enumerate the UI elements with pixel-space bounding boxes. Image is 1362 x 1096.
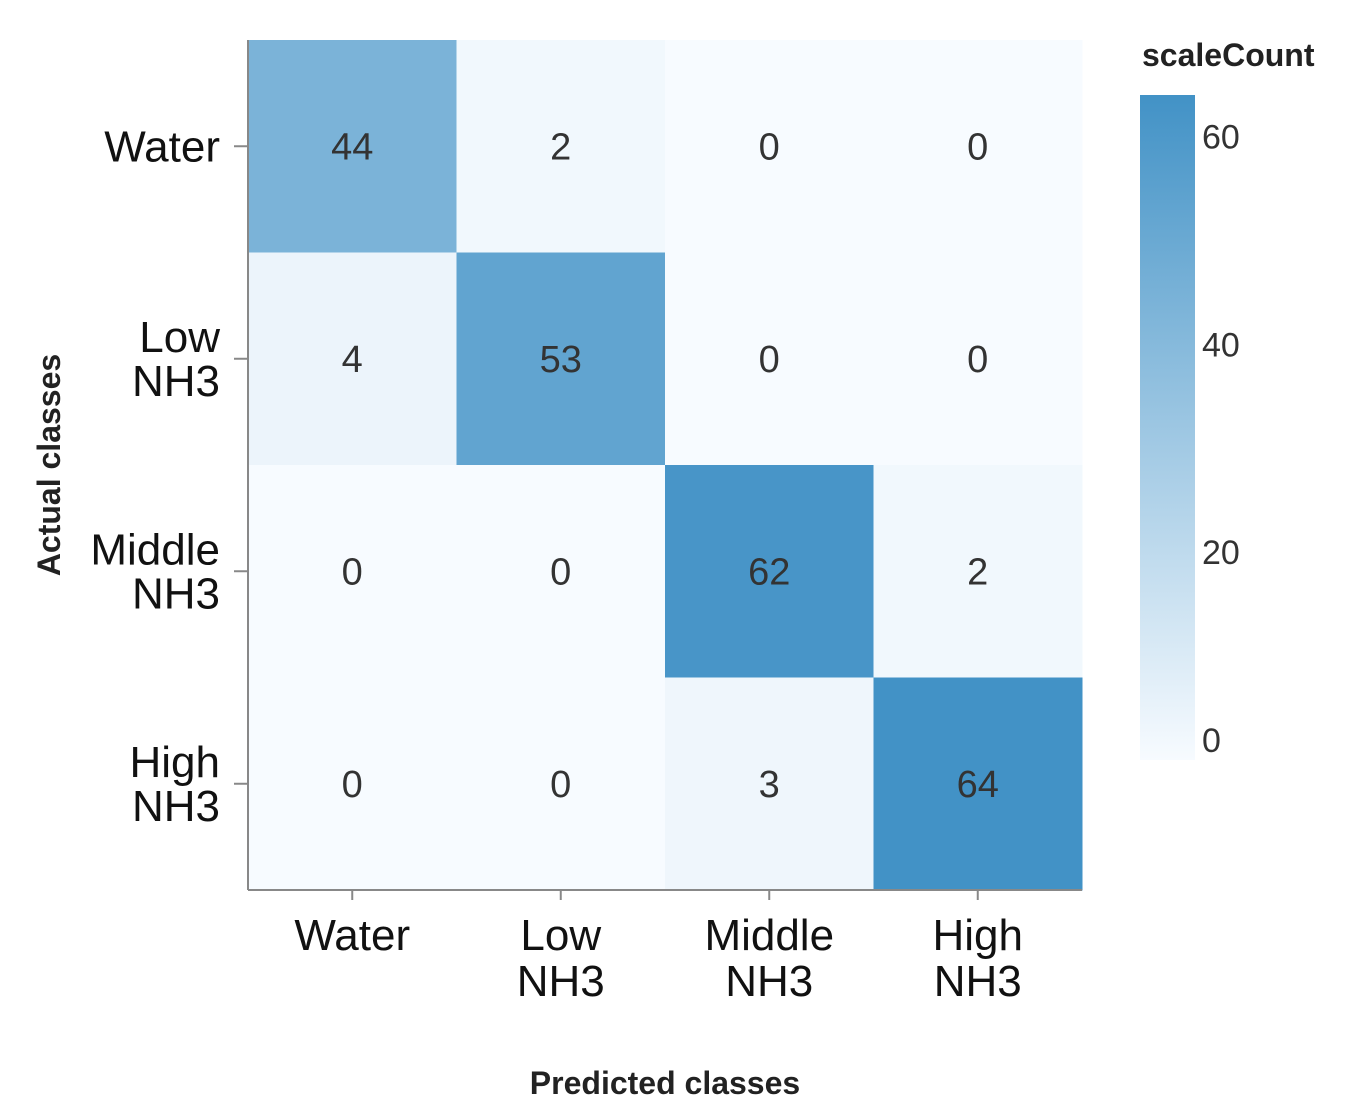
cell-value-label: 2 bbox=[967, 551, 988, 593]
cell-value-label: 0 bbox=[759, 339, 780, 381]
legend-tick-label: 0 bbox=[1202, 722, 1221, 760]
x-tick-label: NH3 bbox=[517, 957, 605, 1006]
cell-value-label: 0 bbox=[550, 551, 571, 593]
y-tick-label: NH3 bbox=[132, 569, 220, 618]
heatmap-cell bbox=[248, 465, 457, 678]
cell-value-label: 64 bbox=[957, 764, 999, 806]
cell-value-label: 3 bbox=[759, 764, 780, 806]
cell-value-label: 53 bbox=[540, 339, 582, 381]
legend-tick-label: 20 bbox=[1202, 534, 1240, 572]
x-tick-label: NH3 bbox=[934, 957, 1022, 1006]
x-tick-label: Middle bbox=[704, 911, 834, 960]
heatmap-cell-labels: 44 2 0 0 4 53 0 0 0 0 62 2 0 0 3 64 bbox=[331, 126, 999, 806]
heatmap-cell bbox=[873, 252, 1083, 466]
heatmap-cell bbox=[873, 465, 1083, 678]
y-tick-label: Middle bbox=[90, 525, 220, 574]
heatmap-cell bbox=[456, 677, 666, 891]
y-tick-label: NH3 bbox=[132, 357, 220, 406]
heatmap-cell bbox=[456, 465, 666, 678]
legend-tick-label: 60 bbox=[1202, 119, 1240, 157]
y-axis-title: Actual classes bbox=[31, 354, 67, 576]
heatmap-cell bbox=[665, 40, 874, 253]
cell-value-label: 4 bbox=[342, 339, 363, 381]
cell-value-label: 0 bbox=[759, 126, 780, 168]
y-tick-label: Low bbox=[139, 313, 220, 362]
x-axis-title: Predicted classes bbox=[530, 1065, 800, 1096]
heatmap-cell bbox=[873, 40, 1083, 253]
cell-value-label: 62 bbox=[748, 551, 790, 593]
heatmap-cell bbox=[665, 252, 874, 466]
axes bbox=[247, 40, 1082, 891]
y-tick-label: High bbox=[130, 738, 221, 787]
heatmap-cell bbox=[248, 40, 457, 253]
cell-value-label: 2 bbox=[550, 126, 571, 168]
x-tick-label: NH3 bbox=[725, 957, 813, 1006]
y-tick-label: NH3 bbox=[132, 782, 220, 831]
heatmap-cell bbox=[665, 677, 874, 891]
y-tick-label: Water bbox=[104, 122, 220, 171]
color-legend: scaleCount 0 20 40 60 bbox=[1140, 37, 1315, 760]
legend-tick-label: 40 bbox=[1202, 326, 1240, 364]
legend-ticks: 0 20 40 60 bbox=[1202, 119, 1240, 760]
cell-value-label: 0 bbox=[967, 339, 988, 381]
heatmap-cell bbox=[456, 40, 666, 253]
legend-title: scaleCount bbox=[1142, 37, 1315, 73]
cell-value-label: 44 bbox=[331, 126, 373, 168]
x-tick-label: Water bbox=[294, 911, 410, 960]
cell-value-label: 0 bbox=[967, 126, 988, 168]
heatmap-cell bbox=[456, 252, 666, 466]
legend-color-bar bbox=[1140, 95, 1195, 760]
heatmap-cell bbox=[665, 465, 874, 678]
heatmap-cell bbox=[248, 677, 457, 891]
heatmap-cell bbox=[873, 677, 1083, 891]
heatmap-cells bbox=[248, 40, 1083, 891]
x-tick-label: High bbox=[933, 911, 1024, 960]
heatmap-cell bbox=[248, 252, 457, 466]
x-tick-label: Low bbox=[520, 911, 601, 960]
cell-value-label: 0 bbox=[550, 764, 571, 806]
cell-value-label: 0 bbox=[342, 764, 363, 806]
cell-value-label: 0 bbox=[342, 551, 363, 593]
